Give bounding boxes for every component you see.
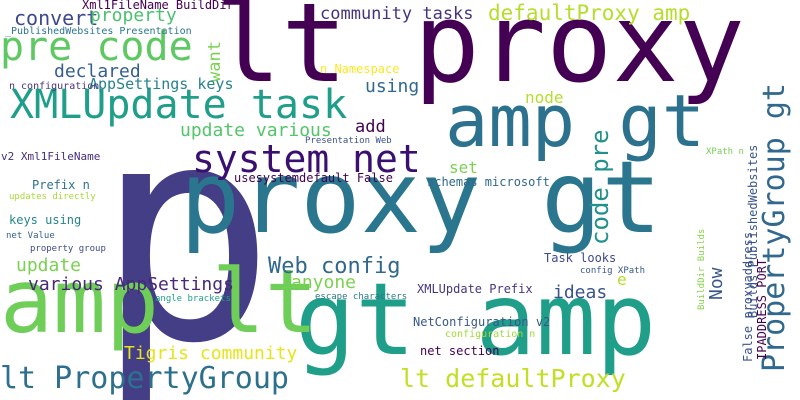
word-appsettings-keys: AppSettings keys bbox=[89, 75, 234, 93]
word-various-appsettings: various AppSettings bbox=[28, 274, 234, 295]
word-presentation-web: Presentation Web bbox=[305, 136, 392, 146]
word-config-xpath: config XPath bbox=[580, 266, 646, 276]
word-schemas-microsoft: schemas microsoft bbox=[427, 175, 550, 189]
word-using: using bbox=[365, 76, 420, 97]
word-proxy-gt: proxy gt bbox=[180, 139, 662, 256]
word-builds-publishedwebsites: Builds_PublishedWebsites bbox=[746, 144, 760, 318]
word-xmlupdate-prefix: XMLUpdate Prefix bbox=[417, 282, 533, 296]
word-property-group: property group bbox=[30, 244, 106, 254]
word-property: property bbox=[90, 5, 177, 26]
word-net-value: net Value bbox=[6, 231, 55, 241]
word-update-various: update various bbox=[180, 120, 332, 141]
word-task-looks: Task looks bbox=[544, 251, 617, 265]
word-lt-proxy: lt proxy bbox=[215, 0, 745, 107]
word-xmlupdate-task: XMLUpdate task bbox=[10, 82, 348, 128]
word-now: Now bbox=[706, 267, 727, 300]
word-community-tasks: community tasks bbox=[320, 4, 474, 24]
word-lt-defaultproxy: lt defaultProxy bbox=[400, 364, 626, 393]
word-publishedwebsites-presentation: _PublishedWebsites Presentation bbox=[5, 26, 192, 37]
word-angle-brackets: angle brackets bbox=[155, 294, 231, 304]
word-lt-propertygroup: lt PropertyGroup bbox=[0, 361, 289, 396]
word-pre-code: pre code bbox=[0, 24, 193, 70]
word-convert: convert bbox=[14, 6, 99, 30]
word-amp-gt: amp gt bbox=[445, 79, 706, 163]
word-configuration-n: configuration n bbox=[445, 329, 536, 340]
word-e: e bbox=[617, 270, 627, 289]
word-declared: declared bbox=[54, 61, 141, 82]
word-anyone: anyone bbox=[291, 272, 357, 293]
word-n-namespace: n Namespace bbox=[320, 62, 400, 76]
word-usesystemdefault-false: usesystemdefault False bbox=[234, 171, 393, 185]
word-v2-xml1filename: v2 Xml1FileName bbox=[1, 150, 101, 163]
word-netconfiguration-v2: NetConfiguration v2 bbox=[413, 315, 551, 329]
word-ideas: ideas bbox=[553, 282, 608, 303]
word-escape-characters: escape characters bbox=[315, 292, 408, 302]
word-web-config: Web config bbox=[268, 254, 401, 279]
word-xpath-n: XPath n bbox=[706, 147, 744, 157]
word-update: update bbox=[16, 255, 82, 276]
word-p: p bbox=[95, 60, 276, 400]
word-code-pre: code pre bbox=[586, 129, 614, 245]
word-keys-using: keys using bbox=[9, 213, 82, 227]
word-updates-directly: updates directly bbox=[9, 192, 96, 202]
word-n-configuration: n configuration bbox=[9, 81, 100, 92]
word-set: set bbox=[449, 158, 478, 177]
word-tigris-community: Tigris community bbox=[124, 343, 298, 364]
word-add: add bbox=[355, 117, 386, 137]
word-system-net: system net bbox=[192, 137, 421, 181]
word-gt-amp: gt amp bbox=[295, 261, 657, 378]
word-xml1filename-builddir: Xml1FileName BuildDir bbox=[82, 0, 234, 12]
word-defaultproxy-amp: defaultProxy amp bbox=[488, 1, 691, 25]
word-net-section: net section bbox=[420, 344, 500, 358]
word-builddir-builds: BuildDir Builds bbox=[697, 228, 707, 310]
word-amp-lt: amp lt bbox=[0, 250, 318, 353]
word-node: node bbox=[525, 88, 564, 107]
word-prefix-n: Prefix n bbox=[32, 178, 90, 192]
